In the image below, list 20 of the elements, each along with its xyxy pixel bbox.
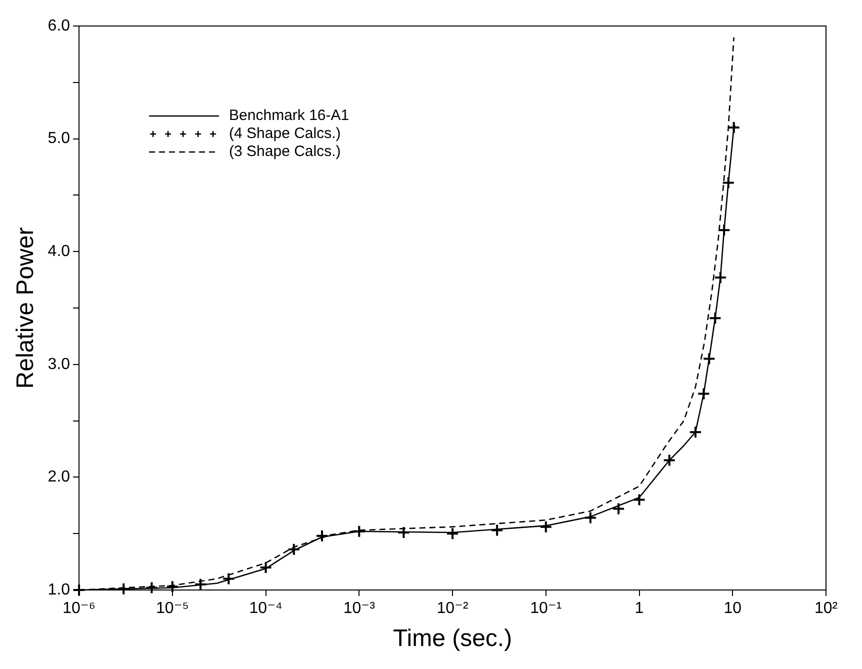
legend-label: (3 Shape Calcs.) (229, 143, 341, 160)
x-tick-label: 10⁻³ (343, 600, 376, 618)
x-tick-label: 10⁻² (436, 600, 469, 618)
x-tick-label: 1 (634, 600, 644, 618)
x-tick-label: 10⁻⁵ (156, 600, 189, 618)
x-tick-label: 10 (724, 600, 742, 618)
x-tick-label: 10⁻⁴ (249, 600, 282, 618)
y-tick-label: 1.0 (48, 581, 70, 598)
x-tick-label: 10⁻¹ (530, 600, 562, 618)
y-axis-title: Relative Power (12, 227, 40, 389)
y-tick-label: 2.0 (48, 468, 70, 486)
legend-label: Benchmark 16-A1 (229, 107, 350, 124)
legend-label: (4 Shape Calcs.) (229, 125, 341, 142)
x-tick-label: 10⁻⁶ (62, 600, 96, 618)
y-tick-label: 3.0 (48, 356, 70, 373)
x-axis-title: Time (sec.) (392, 625, 512, 652)
x-tick-label: 10² (814, 600, 838, 618)
y-tick-label: 4.0 (48, 243, 70, 260)
y-tick-label: 5.0 (48, 130, 70, 148)
y-tick-label: 6.0 (48, 17, 70, 34)
